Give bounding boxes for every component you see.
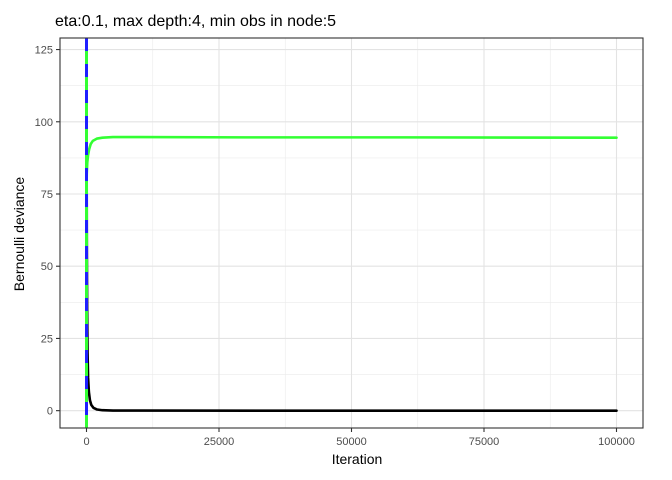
y-tick-label: 25 [41, 333, 53, 345]
y-tick-label: 50 [41, 261, 53, 273]
x-tick-label: 0 [83, 436, 89, 448]
grid-lines [60, 38, 643, 428]
y-axis-label: Bernoulli deviance [11, 177, 27, 292]
x-axis-label: Iteration [332, 451, 383, 467]
x-tick-label: 100000 [598, 436, 635, 448]
y-tick-label: 100 [35, 117, 53, 129]
x-tick-label: 50000 [336, 436, 367, 448]
x-tick-label: 75000 [469, 436, 500, 448]
axis-ticks: 0 25000 50000 75000 100000 0 25 50 75 100 125 [35, 45, 635, 448]
chart-title: eta:0.1, max depth:4, min obs in node:5 [55, 13, 336, 30]
y-tick-label: 125 [35, 45, 53, 57]
y-tick-label: 0 [47, 406, 53, 418]
y-tick-label: 75 [41, 189, 53, 201]
x-tick-label: 25000 [204, 436, 235, 448]
